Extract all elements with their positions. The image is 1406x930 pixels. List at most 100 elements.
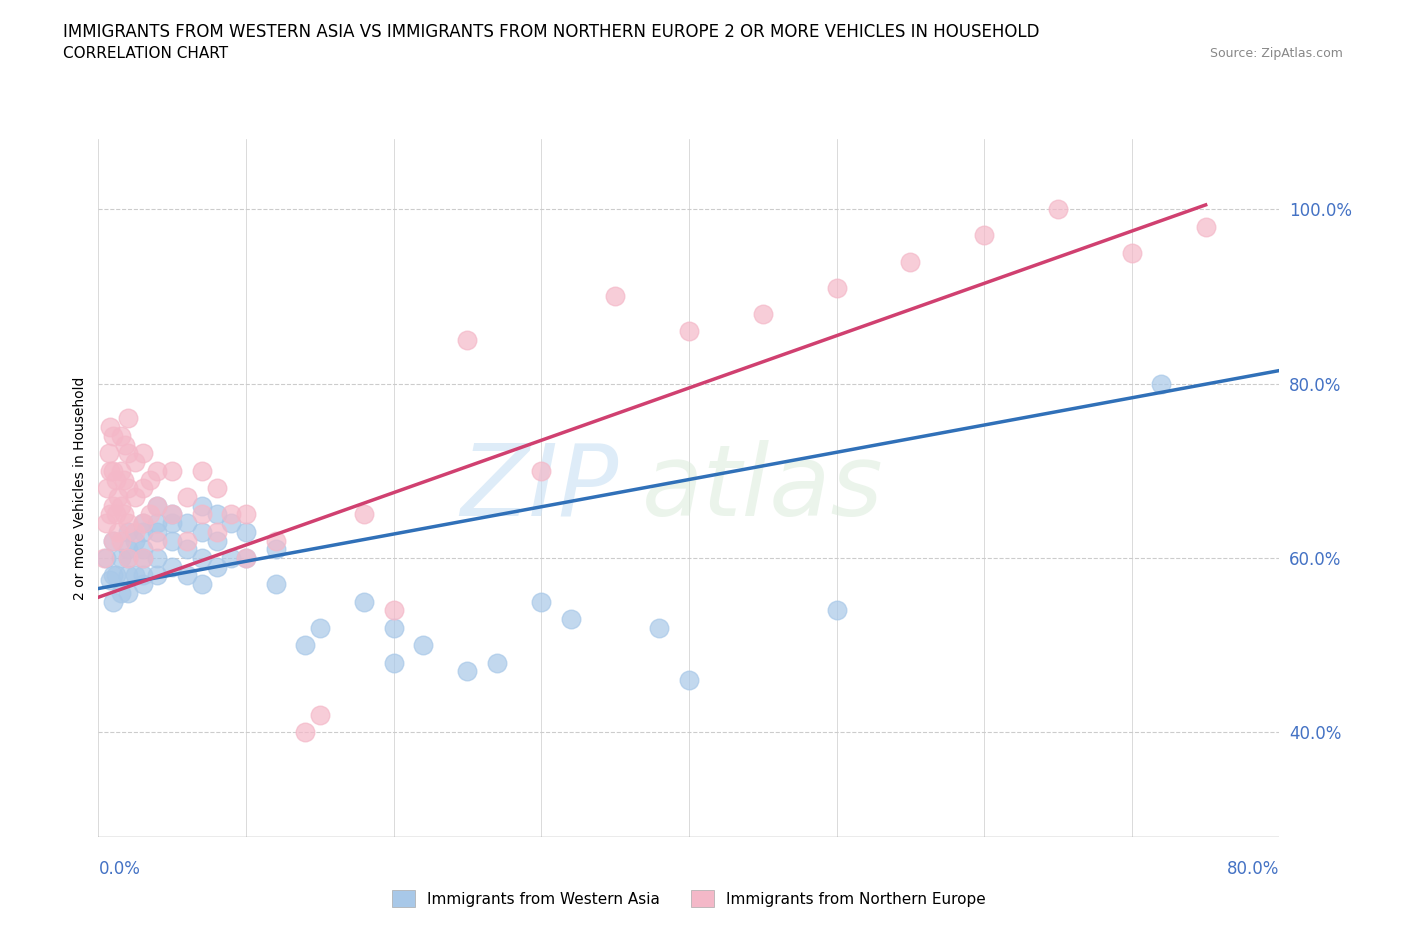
Point xyxy=(112,507,135,522)
Point xyxy=(124,489,146,504)
Point xyxy=(146,515,169,530)
Point xyxy=(124,455,146,470)
Point xyxy=(146,498,169,513)
Legend: Immigrants from Western Asia, Immigrants from Northern Europe: Immigrants from Western Asia, Immigrants… xyxy=(387,884,991,913)
Point xyxy=(205,559,228,574)
Point xyxy=(103,498,125,513)
Point xyxy=(825,280,848,295)
Point xyxy=(110,586,132,601)
Text: 0.0%: 0.0% xyxy=(98,860,141,878)
Point xyxy=(162,463,183,478)
Point xyxy=(1150,377,1173,392)
Point xyxy=(530,463,553,478)
Point xyxy=(530,594,553,609)
Text: 80.0%: 80.0% xyxy=(1227,860,1279,878)
Y-axis label: 2 or more Vehicles in Household: 2 or more Vehicles in Household xyxy=(73,377,87,600)
Point xyxy=(110,551,132,565)
Point xyxy=(235,551,257,565)
Point xyxy=(1195,219,1218,234)
Point xyxy=(103,533,125,548)
Point xyxy=(751,307,773,322)
Point xyxy=(264,577,287,591)
Point xyxy=(309,708,332,723)
Point xyxy=(132,515,155,530)
Point xyxy=(205,481,228,496)
Point xyxy=(103,429,125,444)
Point xyxy=(117,411,139,426)
Point xyxy=(456,664,478,679)
Point xyxy=(1046,202,1069,217)
Point xyxy=(382,656,405,671)
Text: Source: ZipAtlas.com: Source: ZipAtlas.com xyxy=(1209,46,1343,60)
Point xyxy=(219,507,242,522)
Point xyxy=(105,507,128,522)
Point xyxy=(264,533,287,548)
Point xyxy=(117,568,139,583)
Point xyxy=(162,507,183,522)
Point xyxy=(114,437,136,452)
Point xyxy=(678,672,700,687)
Point xyxy=(191,507,214,522)
Point xyxy=(139,472,162,487)
Point xyxy=(132,525,155,539)
Point xyxy=(486,656,509,671)
Text: atlas: atlas xyxy=(641,440,883,537)
Point xyxy=(1121,246,1143,260)
Point xyxy=(124,533,146,548)
Point xyxy=(162,515,183,530)
Point xyxy=(146,568,169,583)
Point xyxy=(146,498,169,513)
Point xyxy=(235,525,257,539)
Point xyxy=(117,551,139,565)
Point xyxy=(176,568,198,583)
Point xyxy=(93,551,115,565)
Point xyxy=(648,620,671,635)
Point xyxy=(219,515,242,530)
Point xyxy=(103,594,125,609)
Text: IMMIGRANTS FROM WESTERN ASIA VS IMMIGRANTS FROM NORTHERN EUROPE 2 OR MORE VEHICL: IMMIGRANTS FROM WESTERN ASIA VS IMMIGRAN… xyxy=(63,23,1040,41)
Point xyxy=(191,577,214,591)
Point xyxy=(117,551,139,565)
Point xyxy=(98,463,121,478)
Point xyxy=(105,472,128,487)
Point xyxy=(191,551,214,565)
Point xyxy=(132,481,155,496)
Point xyxy=(219,551,242,565)
Point xyxy=(139,507,162,522)
Point xyxy=(412,638,434,653)
Text: CORRELATION CHART: CORRELATION CHART xyxy=(63,46,228,61)
Point xyxy=(117,586,139,601)
Point xyxy=(382,620,405,635)
Point xyxy=(103,533,125,548)
Point xyxy=(146,463,169,478)
Point xyxy=(132,515,155,530)
Point xyxy=(353,594,375,609)
Point xyxy=(146,525,169,539)
Point xyxy=(264,542,287,557)
Point xyxy=(900,254,922,269)
Point xyxy=(309,620,332,635)
Point xyxy=(132,577,155,591)
Point xyxy=(117,481,139,496)
Point xyxy=(94,551,117,565)
Point xyxy=(117,525,139,539)
Point xyxy=(132,446,155,461)
Point xyxy=(191,498,214,513)
Point xyxy=(96,481,118,496)
Point xyxy=(294,725,316,740)
Point xyxy=(97,446,120,461)
Point xyxy=(94,515,117,530)
Point xyxy=(132,551,155,565)
Point xyxy=(191,525,214,539)
Point xyxy=(176,542,198,557)
Point xyxy=(110,533,132,548)
Point xyxy=(678,324,700,339)
Point xyxy=(176,533,198,548)
Point xyxy=(235,507,257,522)
Point xyxy=(605,289,627,304)
Point xyxy=(176,489,198,504)
Point xyxy=(105,568,128,583)
Point xyxy=(110,429,132,444)
Point xyxy=(205,533,228,548)
Point xyxy=(112,472,135,487)
